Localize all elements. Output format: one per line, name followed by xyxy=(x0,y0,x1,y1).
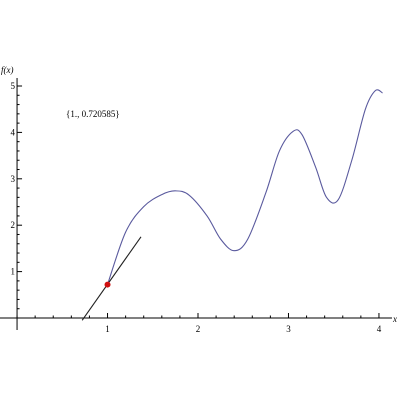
tick-labels: 1 2 3 4 1 2 3 4 5 xyxy=(11,81,382,334)
y-tick-label: 5 xyxy=(11,81,16,91)
y-tick-label: 3 xyxy=(11,174,16,184)
y-tick-label: 2 xyxy=(11,220,16,230)
y-tick-label: 4 xyxy=(11,127,16,137)
tangent-line xyxy=(81,236,142,321)
point-annotation: {1., 0.720585} xyxy=(66,109,120,119)
x-tick-label: 2 xyxy=(196,324,201,334)
y-tick-label: 1 xyxy=(11,267,16,277)
x-tick-label: 3 xyxy=(286,324,291,334)
axes xyxy=(0,78,392,330)
x-axis-label: x xyxy=(392,314,397,324)
ticks xyxy=(16,85,380,319)
function-curve xyxy=(107,89,383,285)
highlight-point xyxy=(104,281,111,288)
x-tick-label: 1 xyxy=(105,324,110,334)
x-tick-label: 4 xyxy=(377,324,382,334)
y-axis-label: f(x) xyxy=(1,65,14,75)
